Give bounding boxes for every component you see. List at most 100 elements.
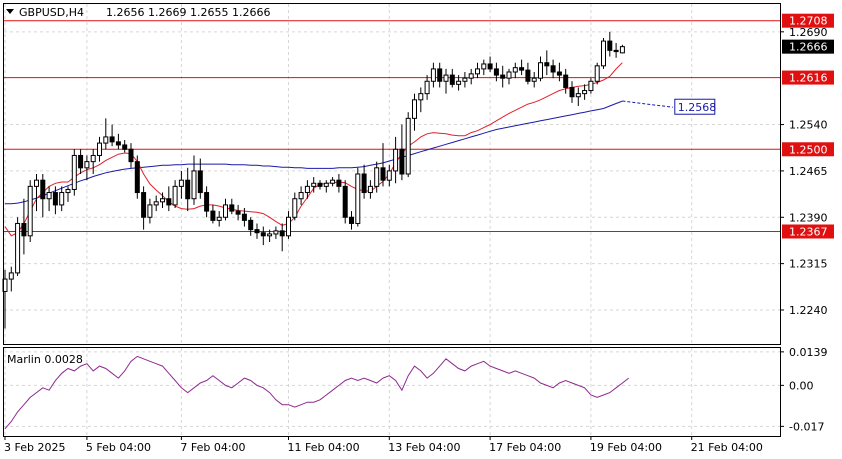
candle-body <box>185 179 191 200</box>
candle <box>582 84 588 100</box>
candle <box>21 198 27 255</box>
candle-body <box>304 185 310 194</box>
candle-body <box>223 204 228 218</box>
candle <box>418 87 424 113</box>
candle <box>487 56 493 72</box>
candle-body <box>424 80 430 95</box>
y-tick-label: 1.2240 <box>789 304 828 317</box>
candle <box>153 195 159 212</box>
candle-body <box>59 192 65 206</box>
candle <box>367 180 373 199</box>
y-tick-label: 1.2390 <box>789 211 828 224</box>
candle <box>71 149 77 196</box>
candle-body <box>178 179 184 187</box>
level-label-box <box>782 70 834 85</box>
candle-body <box>141 192 147 218</box>
candle <box>115 133 121 150</box>
main-panel-frame <box>3 3 781 345</box>
candle-body <box>519 67 525 71</box>
candle <box>241 208 247 227</box>
candle <box>412 93 417 131</box>
candle-body <box>254 229 260 234</box>
candle-body <box>563 74 569 88</box>
x-tick-label: 3 Feb 2025 <box>4 441 65 454</box>
candle <box>40 174 46 218</box>
candle <box>519 59 525 76</box>
candle-body <box>405 117 411 175</box>
candle-body <box>216 216 222 221</box>
candle <box>317 180 323 190</box>
candle <box>323 180 329 193</box>
candle-body <box>279 230 285 237</box>
candle <box>550 59 556 79</box>
marlin-line <box>4 355 630 430</box>
candle-body <box>430 68 436 82</box>
candle <box>430 62 436 88</box>
candle-body <box>40 179 46 200</box>
candle <box>260 226 266 246</box>
y-tick-label: 1.2540 <box>789 119 828 132</box>
candle <box>59 186 65 212</box>
candle <box>531 72 537 88</box>
candle-body <box>569 86 575 98</box>
candle <box>229 198 235 215</box>
collapse-triangle-icon[interactable] <box>6 9 14 14</box>
candle-body <box>481 63 487 70</box>
candle <box>437 62 443 88</box>
candle-body <box>367 185 373 194</box>
candle <box>342 180 348 224</box>
candle-body <box>204 192 210 212</box>
candle-body <box>538 62 543 79</box>
candle <box>210 204 216 224</box>
candle-body <box>462 77 468 82</box>
candle-body <box>15 222 21 274</box>
candle <box>273 226 279 239</box>
candle <box>254 223 260 239</box>
candle <box>569 81 575 103</box>
candle <box>399 124 405 181</box>
y-tick-label: 0.00 <box>789 379 814 392</box>
candle <box>456 75 462 91</box>
candle-body <box>594 65 600 82</box>
candle-body <box>449 74 455 85</box>
indicator-grid <box>4 348 780 436</box>
candle <box>216 211 222 227</box>
candle <box>449 68 455 88</box>
candle-body <box>443 74 449 82</box>
candle-body <box>418 93 424 101</box>
level-label: 1.2708 <box>789 15 828 28</box>
ma-projection-line <box>622 100 673 108</box>
candle-body <box>172 185 178 206</box>
candle <box>8 266 14 292</box>
level-label-box <box>782 13 834 28</box>
ohlc-readout: 1.2656 1.2669 1.2655 1.2666 <box>106 6 270 19</box>
x-tick-label: 13 Feb 04:00 <box>388 441 460 454</box>
x-tick-label: 21 Feb 04:00 <box>691 441 763 454</box>
candle-body <box>84 161 90 169</box>
candle-body <box>468 73 474 79</box>
candle-body <box>71 154 77 190</box>
candle <box>443 68 449 94</box>
candles[interactable] <box>2 31 625 329</box>
candle <box>34 174 39 212</box>
candle <box>78 149 84 174</box>
candle <box>538 56 543 82</box>
candle-body <box>556 71 562 76</box>
candle-body <box>298 192 304 200</box>
candle-body <box>273 230 279 235</box>
candle <box>386 164 392 187</box>
candle-body <box>525 69 531 82</box>
candle <box>223 198 228 221</box>
candle-body <box>512 67 518 73</box>
candle <box>361 164 367 199</box>
candle-body <box>153 201 159 206</box>
candle-body <box>336 179 342 187</box>
candle <box>172 180 178 208</box>
candle <box>178 170 184 199</box>
y-tick-label: 1.2690 <box>789 26 828 39</box>
candle <box>475 62 480 79</box>
candle-body <box>241 213 247 221</box>
candle-body <box>493 68 499 76</box>
candle-body <box>330 179 336 184</box>
